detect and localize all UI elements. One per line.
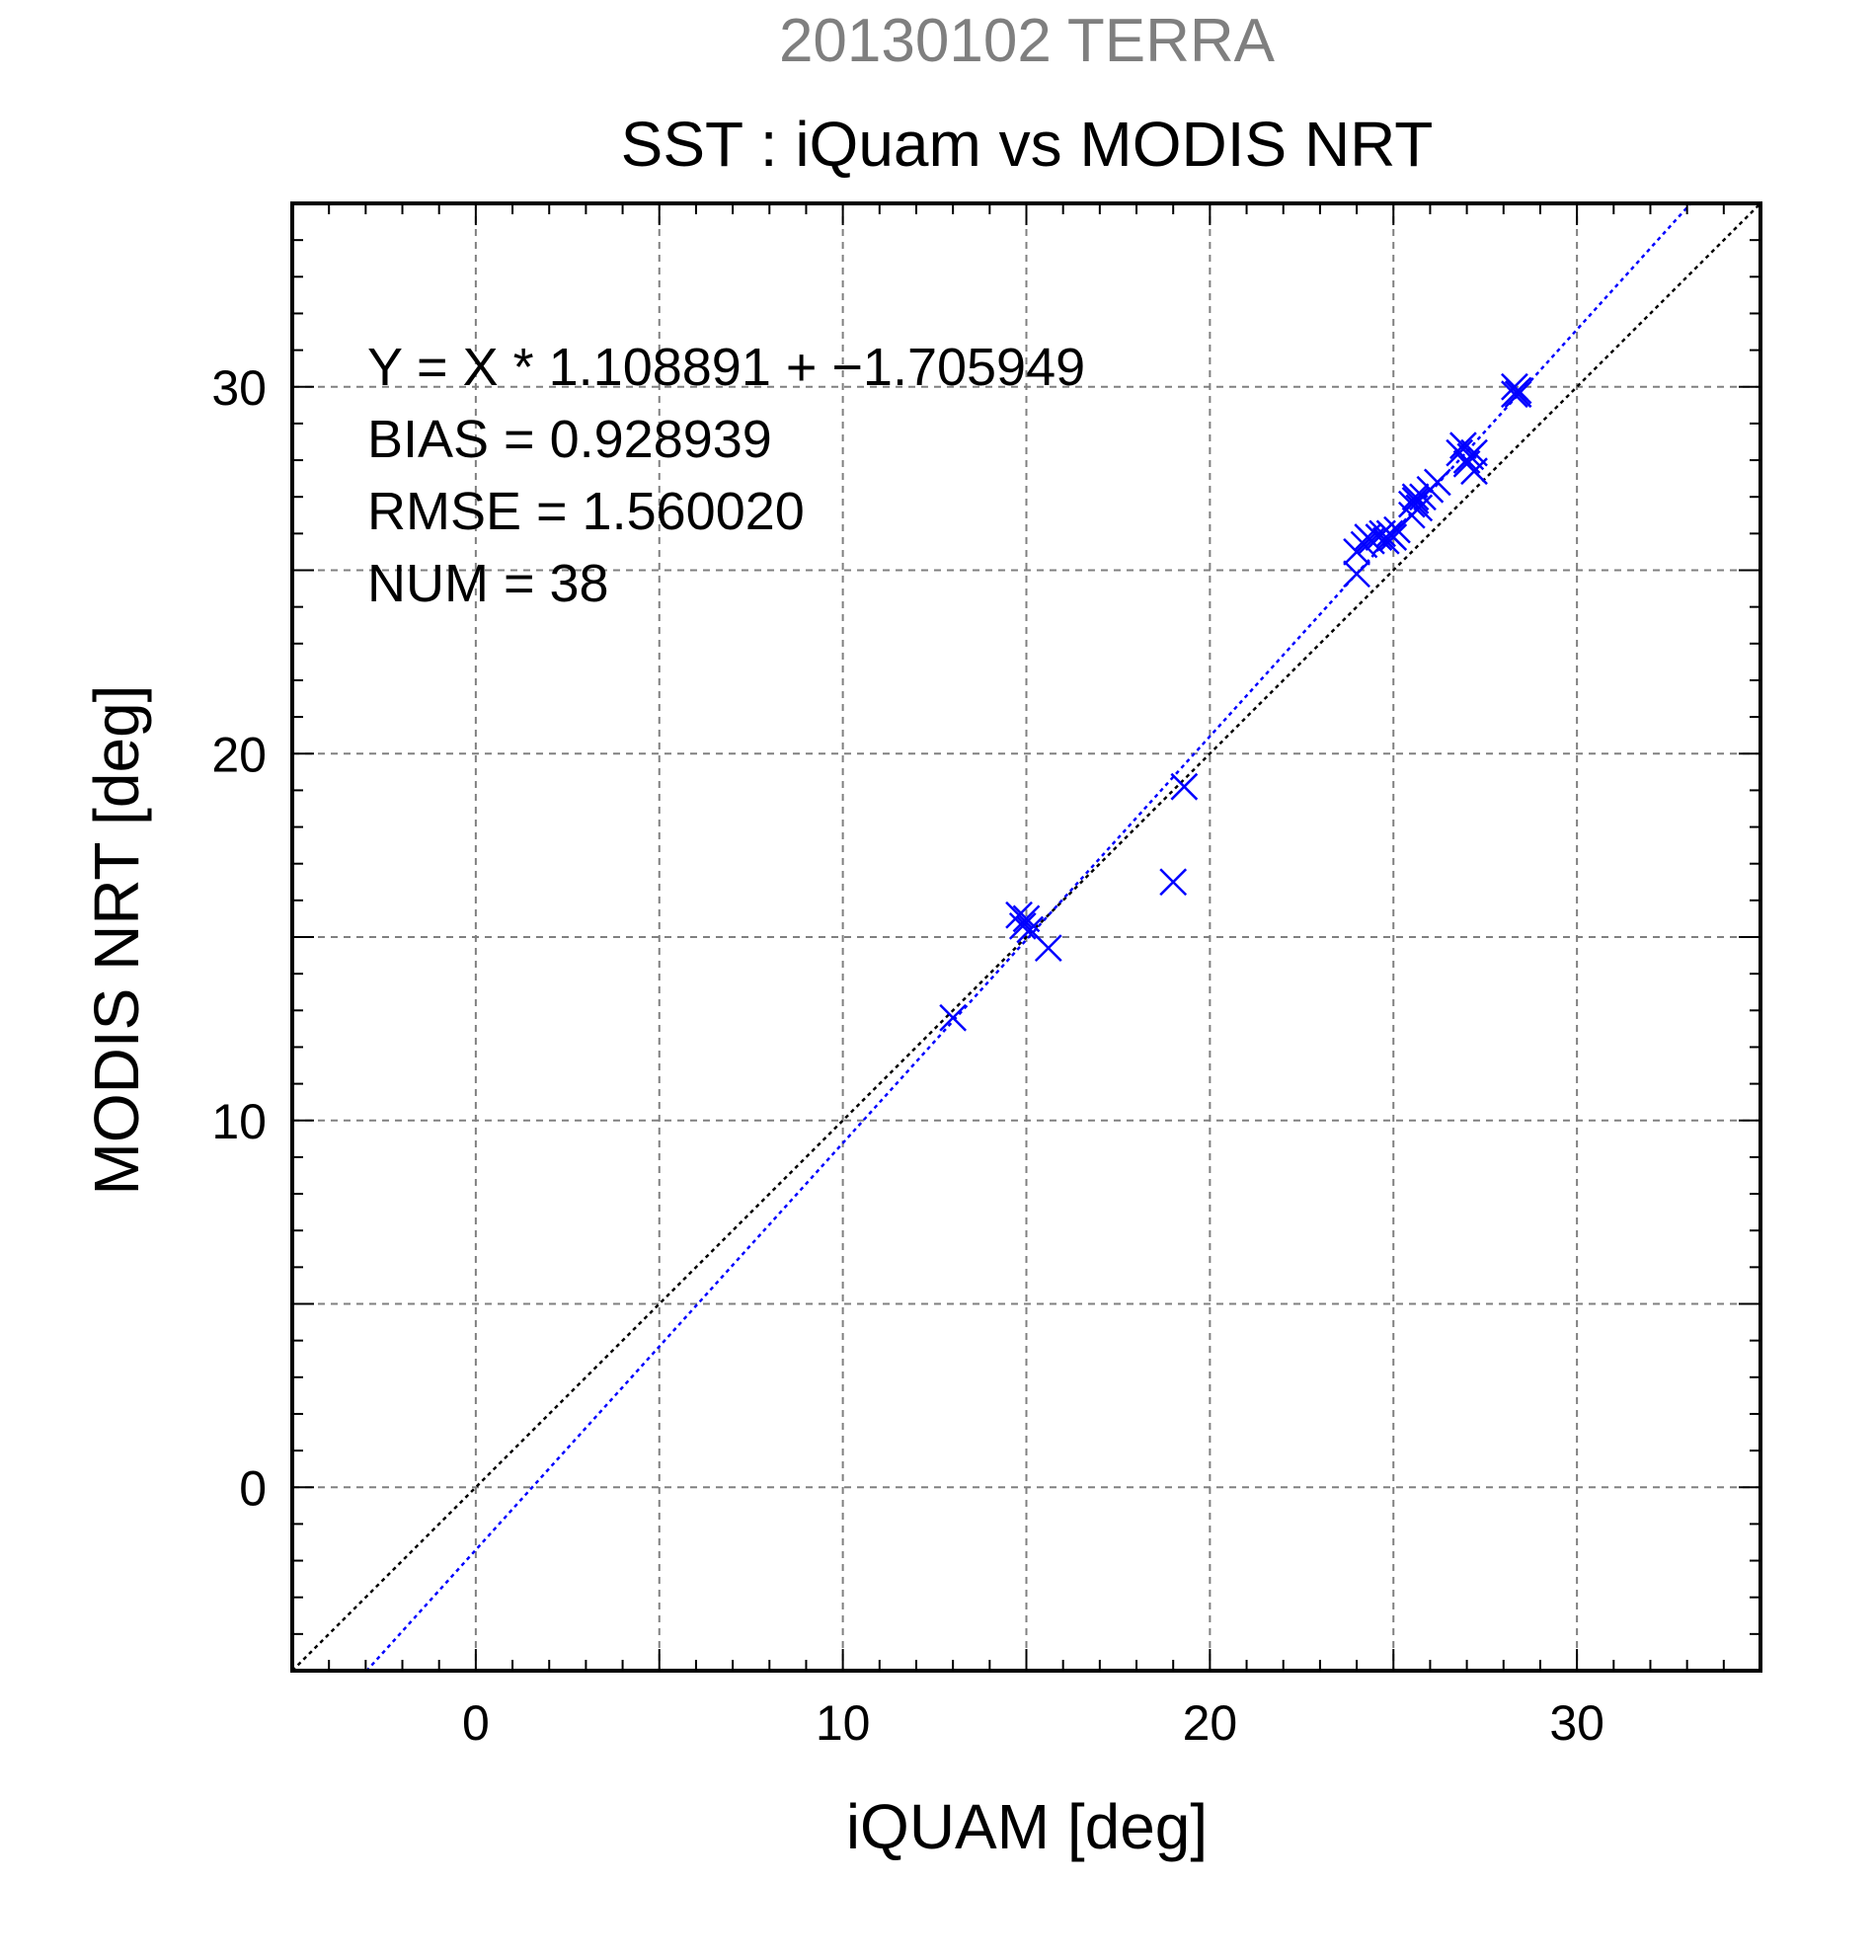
data-point-stroke bbox=[1343, 560, 1370, 588]
stats-line: NUM = 38 bbox=[367, 554, 609, 613]
data-points bbox=[939, 372, 1532, 1032]
data-point bbox=[1350, 530, 1378, 559]
y-tick-label: 0 bbox=[239, 1460, 267, 1516]
data-point bbox=[1460, 457, 1488, 486]
data-point bbox=[1343, 560, 1370, 588]
x-axis-label: iQUAM [deg] bbox=[846, 1791, 1208, 1862]
data-point-stroke bbox=[1448, 431, 1477, 460]
data-point bbox=[1170, 772, 1199, 801]
plot-frame bbox=[290, 201, 1762, 1673]
data-point-stroke bbox=[1405, 494, 1434, 522]
data-point-stroke bbox=[1423, 468, 1451, 497]
chart-date-title: 20130102 TERRA bbox=[779, 7, 1276, 75]
stats-line: RMSE = 1.560020 bbox=[367, 482, 805, 541]
data-point-stroke bbox=[939, 1003, 968, 1032]
data-point bbox=[939, 1003, 968, 1032]
data-point-stroke bbox=[1401, 487, 1430, 514]
data-point bbox=[1401, 487, 1430, 514]
tick-labels: 0 10 20 30 0 10 20 30 bbox=[211, 360, 1604, 1751]
data-point-stroke bbox=[1005, 901, 1033, 929]
y-tick-label: 30 bbox=[211, 360, 267, 416]
data-point-stroke bbox=[1159, 868, 1188, 897]
data-point bbox=[1504, 376, 1532, 405]
data-point bbox=[1034, 934, 1062, 963]
stats-line: BIAS = 0.928939 bbox=[367, 410, 772, 469]
stats-annotation: Y = X * 1.108891 + −1.705949 BIAS = 0.928… bbox=[367, 338, 1085, 613]
data-point bbox=[1005, 901, 1033, 929]
data-point bbox=[1405, 494, 1434, 522]
x-tick-label: 20 bbox=[1183, 1695, 1238, 1751]
data-point bbox=[1423, 468, 1451, 497]
x-tick-label: 10 bbox=[816, 1695, 871, 1751]
data-point-stroke bbox=[1504, 376, 1532, 405]
data-point-stroke bbox=[1034, 934, 1062, 963]
x-tick-label: 0 bbox=[462, 1695, 490, 1751]
data-point bbox=[1504, 380, 1532, 409]
data-point-stroke bbox=[1460, 457, 1488, 486]
data-point bbox=[1401, 483, 1430, 511]
y-tick-label: 20 bbox=[211, 727, 267, 782]
y-tick-label: 10 bbox=[211, 1094, 267, 1149]
data-point-stroke bbox=[1012, 904, 1041, 933]
stats-line: Y = X * 1.108891 + −1.705949 bbox=[367, 338, 1085, 397]
chart-title: SST : iQuam vs MODIS NRT bbox=[621, 109, 1434, 180]
data-point-stroke bbox=[1379, 523, 1408, 551]
data-point-stroke bbox=[1504, 380, 1532, 409]
data-point bbox=[1008, 911, 1037, 940]
data-point bbox=[1012, 904, 1041, 933]
data-point bbox=[1379, 523, 1408, 551]
data-point-stroke bbox=[1170, 772, 1199, 801]
data-point-stroke bbox=[1008, 911, 1037, 940]
y-axis-label: MODIS NRT [deg] bbox=[81, 685, 152, 1196]
data-point-stroke bbox=[1016, 915, 1045, 944]
identity-line bbox=[292, 203, 1760, 1671]
data-point-stroke bbox=[1401, 483, 1430, 511]
data-point-stroke bbox=[1350, 530, 1378, 559]
data-point bbox=[1159, 868, 1188, 897]
x-tick-label: 30 bbox=[1549, 1695, 1604, 1751]
